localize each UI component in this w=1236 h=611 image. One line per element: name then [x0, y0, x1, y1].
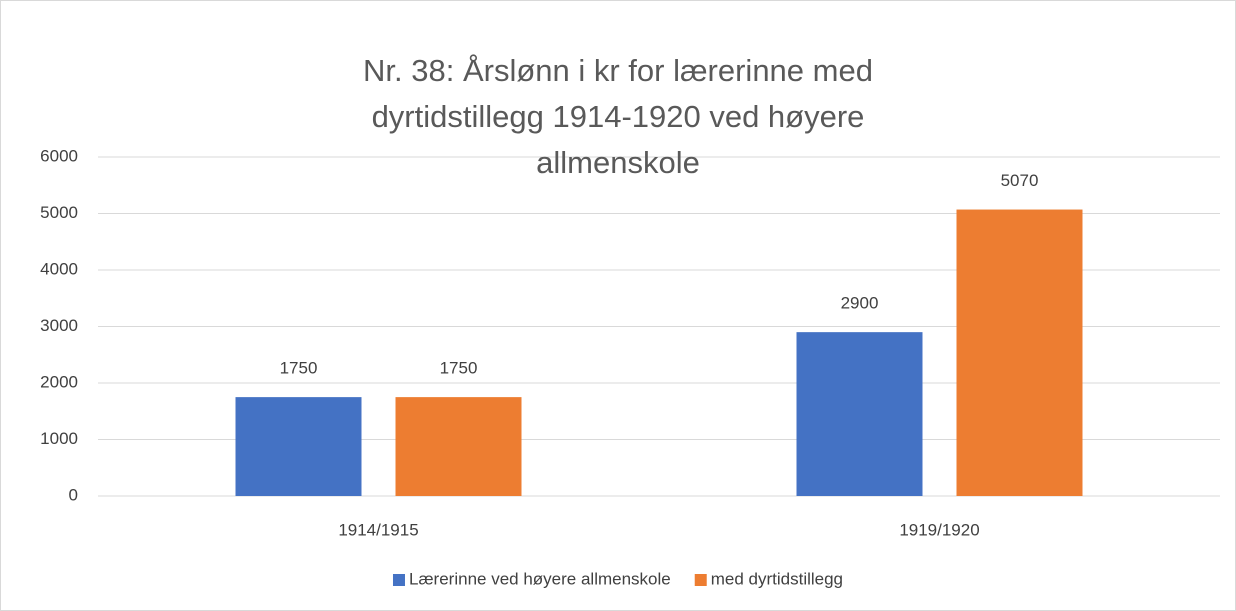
legend-label: med dyrtidstillegg: [711, 569, 843, 588]
y-tick-label: 0: [69, 485, 78, 504]
x-tick-label: 1914/1915: [338, 520, 418, 539]
bar: [956, 209, 1083, 497]
data-label: 5070: [1001, 171, 1039, 190]
y-tick-label: 1000: [40, 429, 78, 448]
y-tick-label: 2000: [40, 372, 78, 391]
legend-swatch: [392, 574, 405, 586]
data-label: 1750: [280, 359, 318, 378]
y-tick-label: 6000: [40, 146, 78, 165]
chart-title: Nr. 38: Årslønn i kr for lærerinne med d…: [363, 53, 873, 180]
bar: [395, 397, 522, 496]
bar: [235, 397, 362, 496]
data-label: 2900: [841, 294, 879, 313]
legend-swatch: [694, 574, 707, 586]
legend-label: Lærerinne ved høyere allmenskole: [409, 569, 671, 588]
data-label: 1750: [440, 359, 478, 378]
y-tick-label: 5000: [40, 203, 78, 222]
y-tick-label: 4000: [40, 259, 78, 278]
y-tick-label: 3000: [40, 316, 78, 335]
x-tick-label: 1919/1920: [899, 520, 979, 539]
bar: [796, 332, 923, 496]
